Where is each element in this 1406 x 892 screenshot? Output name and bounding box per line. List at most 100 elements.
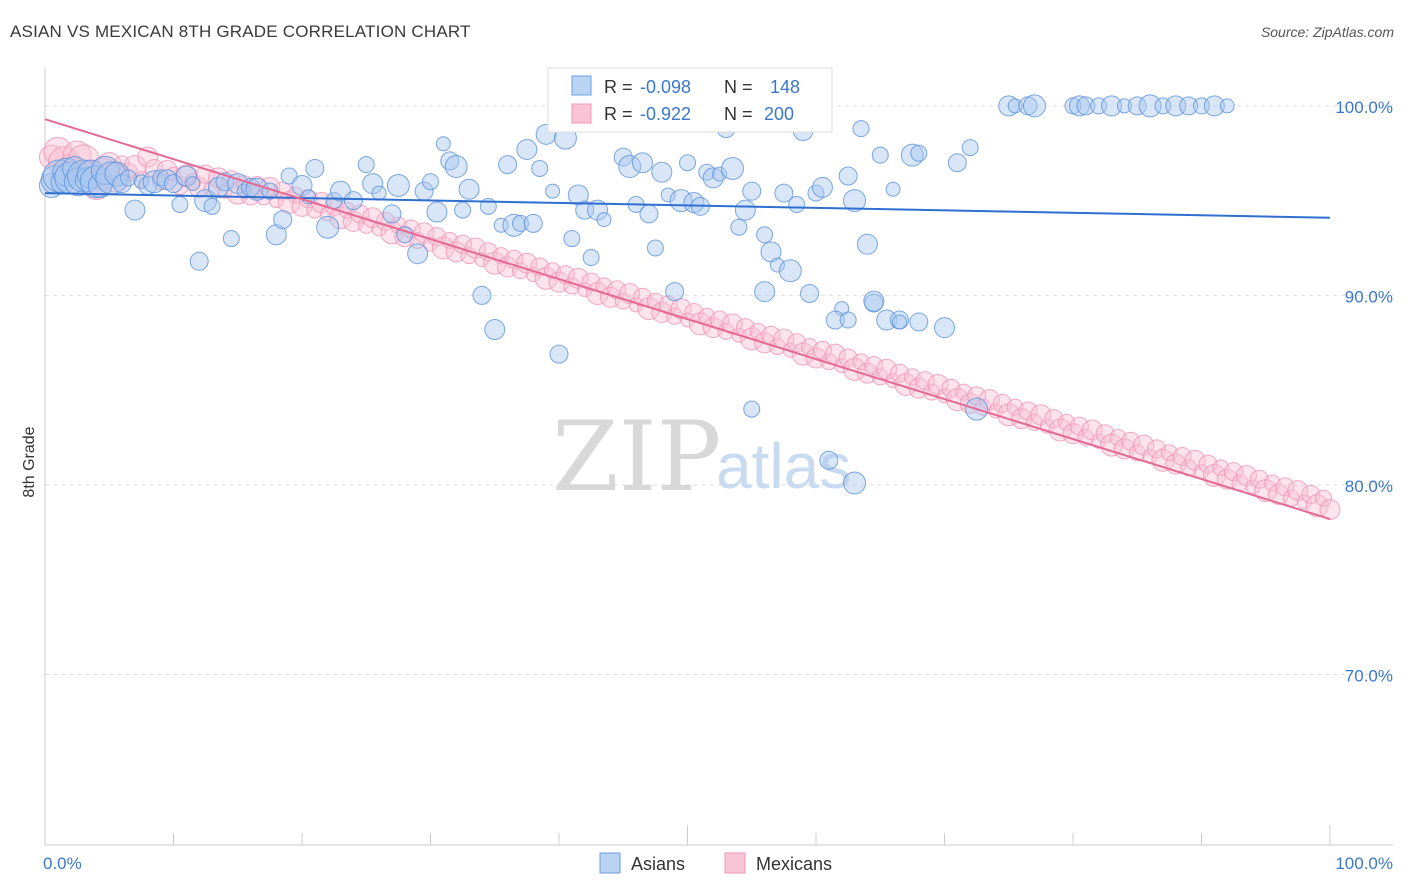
asians-point [545, 183, 561, 199]
asians-point [843, 471, 867, 495]
mexicans-n-label: N = [724, 104, 753, 124]
asians-point [563, 230, 581, 248]
asians-point [133, 174, 149, 190]
asians-point [734, 199, 756, 221]
asians-point [863, 290, 885, 312]
asians-point [1127, 96, 1147, 116]
stats-legend: R = -0.098 N = 148 R = -0.922 N = 200 [547, 67, 833, 133]
mexicans-point [1172, 447, 1192, 466]
asians-point [1116, 98, 1132, 114]
y-tick-label: 100.0% [1335, 98, 1393, 117]
watermark-zip: ZIP [552, 401, 721, 513]
mexicans-point [864, 356, 884, 376]
y-axis-label: 8th Grade [21, 426, 38, 497]
asians-n-label: N = [724, 77, 753, 97]
asians-point [743, 400, 761, 418]
asians-point [639, 204, 659, 224]
mexicans-point [1224, 462, 1244, 482]
mexicans-point [1018, 401, 1038, 421]
asians-point [493, 217, 509, 233]
grid-lines [45, 105, 1393, 675]
bottom-legend: Asians Mexicans [599, 852, 832, 874]
y-tick-label: 70.0% [1345, 666, 1393, 685]
asians-point [502, 213, 526, 237]
mexicans-point [1315, 489, 1333, 507]
asians-point [885, 181, 901, 197]
y-tick-label: 80.0% [1345, 477, 1393, 496]
asians-point [788, 195, 806, 213]
source-note: Source: ZipAtlas.com [1260, 24, 1394, 40]
asians-point [386, 173, 410, 197]
mexicans-trend-line [44, 118, 1331, 520]
asians-point [435, 136, 451, 152]
asians-point [305, 158, 325, 178]
bottom-legend-asians-label: Asians [631, 854, 685, 874]
asians-point [484, 319, 506, 341]
asians-point [665, 282, 685, 302]
asians-r-value: -0.098 [640, 77, 691, 97]
asians-point [1022, 94, 1046, 118]
chart-title: ASIAN VS MEXICAN 8TH GRADE CORRELATION C… [10, 22, 471, 41]
asians-point [1179, 96, 1199, 116]
asians-point [1203, 95, 1225, 117]
asians-point [357, 156, 375, 174]
asians-n-value: 148 [770, 77, 800, 97]
asians-point [472, 285, 492, 305]
asians-swatch [571, 75, 592, 96]
asians-point [316, 215, 340, 239]
asians-point [189, 251, 209, 271]
asians-point [660, 187, 676, 203]
asians-point [843, 189, 867, 213]
asians-point [112, 174, 132, 194]
asians-point [754, 281, 776, 303]
asians-point [1076, 96, 1096, 116]
mexicans-point [1121, 431, 1141, 451]
asians-point [730, 218, 748, 236]
axes [44, 68, 1393, 846]
asians-point [839, 311, 857, 329]
asians-point [618, 155, 642, 179]
asians-point [720, 156, 744, 180]
mexicans-point [607, 280, 627, 300]
asians-point [900, 143, 924, 167]
asians-point [1219, 98, 1235, 114]
asians-point [825, 310, 845, 330]
asians-point [164, 174, 183, 194]
asians-point [774, 183, 794, 203]
asians-point [651, 161, 673, 183]
asians-point [961, 139, 979, 157]
asians-point [124, 199, 146, 221]
mexicans-point [1319, 499, 1341, 521]
asians-point [910, 144, 928, 162]
asians-point [104, 161, 130, 187]
asians-point [646, 239, 664, 257]
asians-point [120, 169, 138, 187]
asians-point [422, 173, 439, 191]
asians-point [203, 197, 221, 215]
asians-point [511, 214, 529, 232]
asians-point [947, 153, 967, 173]
asians-point [596, 212, 612, 228]
asians-point [454, 201, 472, 219]
asians-trend-line [44, 192, 1331, 219]
asians-point [871, 146, 889, 164]
asians-point [407, 243, 429, 265]
asians-point [1138, 94, 1162, 118]
asians-point [892, 314, 908, 330]
bottom-legend-mexicans-swatch [724, 852, 746, 874]
asians-point [516, 138, 538, 160]
asians-point [712, 166, 728, 182]
asians-point [769, 257, 785, 273]
trend-lines [44, 118, 1331, 520]
asians-point [582, 249, 600, 267]
asians-point [362, 173, 384, 195]
watermark-atlas: atlas [716, 430, 851, 502]
mexicans-r-value: -0.922 [640, 104, 691, 124]
bottom-legend-mexicans-label: Mexicans [756, 854, 832, 874]
asians-point [185, 176, 201, 192]
asians-point [523, 213, 543, 233]
mexicans-point [1069, 416, 1089, 436]
asians-point [171, 195, 189, 213]
asians-point [222, 230, 240, 248]
